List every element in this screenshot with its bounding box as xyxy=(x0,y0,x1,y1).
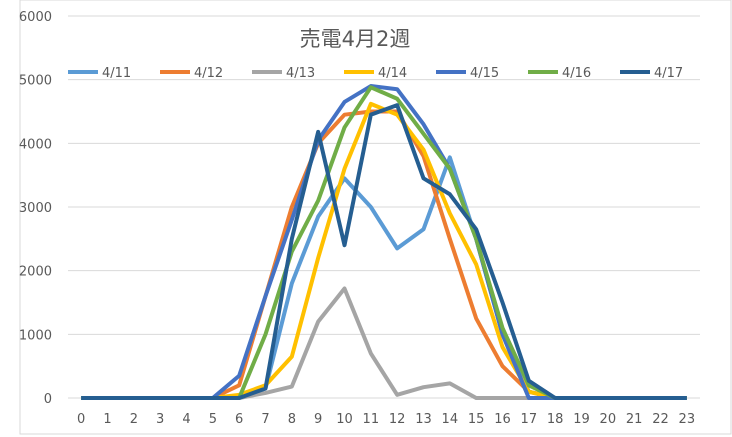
x-tick-label: 9 xyxy=(314,412,322,427)
x-tick-label: 17 xyxy=(521,412,538,427)
x-tick-label: 5 xyxy=(209,412,217,427)
y-tick-label: 6000 xyxy=(19,10,52,25)
series-line-4/11 xyxy=(81,155,687,400)
legend-label: 4/11 xyxy=(102,66,131,81)
series-line-4/16 xyxy=(81,85,687,400)
x-tick-label: 8 xyxy=(288,412,296,427)
chart-title: 売電4月2週 xyxy=(300,27,411,51)
y-tick-label: 0 xyxy=(44,392,52,407)
x-tick-label: 3 xyxy=(156,412,164,427)
x-tick-label: 14 xyxy=(442,412,459,427)
x-tick-label: 18 xyxy=(547,412,564,427)
legend-item: 4/12 xyxy=(160,66,223,81)
legend-item: 4/16 xyxy=(528,66,591,81)
x-tick-label: 0 xyxy=(77,412,85,427)
y-tick-label: 3000 xyxy=(19,201,52,216)
legend-item: 4/13 xyxy=(252,66,315,81)
x-tick-label: 2 xyxy=(130,412,138,427)
legend-item: 4/14 xyxy=(344,66,407,81)
legend-item: 4/11 xyxy=(68,66,131,81)
x-tick-label: 4 xyxy=(182,412,190,427)
x-tick-label: 7 xyxy=(261,412,269,427)
legend-label: 4/17 xyxy=(654,66,683,81)
x-tick-label: 10 xyxy=(336,412,353,427)
series-line-4/12 xyxy=(81,109,687,400)
series-line-4/17 xyxy=(81,103,687,400)
x-tick-label: 15 xyxy=(468,412,485,427)
x-tick-label: 21 xyxy=(626,412,643,427)
series-line-4/15 xyxy=(81,84,687,400)
x-tick-label: 13 xyxy=(415,412,432,427)
legend-label: 4/16 xyxy=(562,66,591,81)
y-tick-label: 4000 xyxy=(19,137,52,152)
legend-label: 4/12 xyxy=(194,66,223,81)
legend-label: 4/14 xyxy=(378,66,407,81)
x-tick-label: 23 xyxy=(679,412,696,427)
series-line-4/13 xyxy=(81,286,687,400)
series-line-4/14 xyxy=(81,101,687,400)
x-tick-label: 11 xyxy=(363,412,380,427)
legend-label: 4/13 xyxy=(286,66,315,81)
x-tick-label: 20 xyxy=(600,412,617,427)
chart-border xyxy=(19,0,732,435)
legend-label: 4/15 xyxy=(470,66,499,81)
x-tick-label: 12 xyxy=(389,412,406,427)
y-tick-label: 1000 xyxy=(19,328,52,343)
x-tick-label: 19 xyxy=(573,412,590,427)
legend-item: 4/15 xyxy=(436,66,499,81)
x-tick-label: 16 xyxy=(494,412,511,427)
x-tick-label: 22 xyxy=(652,412,669,427)
x-tick-label: 1 xyxy=(103,412,111,427)
legend-item: 4/17 xyxy=(620,66,683,81)
x-tick-label: 6 xyxy=(235,412,243,427)
y-tick-label: 2000 xyxy=(19,265,52,280)
y-tick-label: 5000 xyxy=(19,74,52,89)
